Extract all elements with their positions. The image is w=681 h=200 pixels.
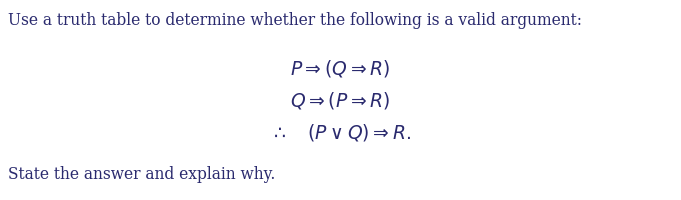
Text: $P \Rightarrow (Q \Rightarrow R)$: $P \Rightarrow (Q \Rightarrow R)$ — [291, 58, 390, 79]
Text: Use a truth table to determine whether the following is a valid argument:: Use a truth table to determine whether t… — [8, 12, 582, 29]
Text: State the answer and explain why.: State the answer and explain why. — [8, 166, 276, 183]
Text: $\therefore\quad (P \vee Q) \Rightarrow R.$: $\therefore\quad (P \vee Q) \Rightarrow … — [270, 122, 411, 143]
Text: $Q \Rightarrow (P \Rightarrow R)$: $Q \Rightarrow (P \Rightarrow R)$ — [291, 90, 390, 111]
